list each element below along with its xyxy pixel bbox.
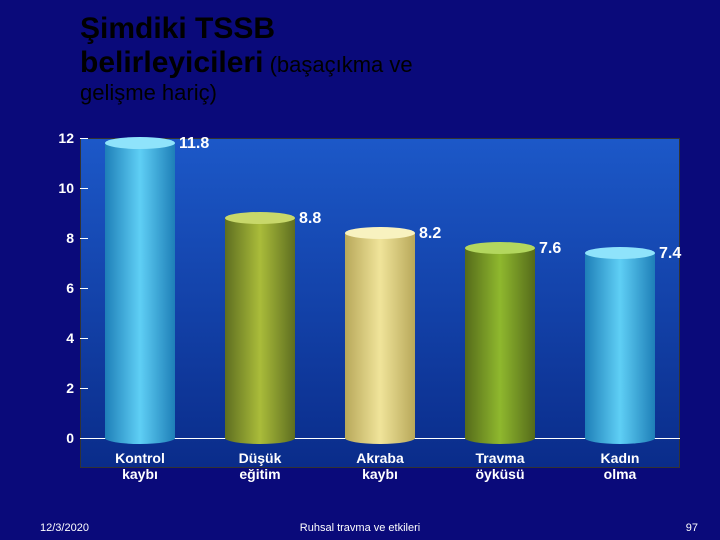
bar-value-label: 8.8 [299,210,321,228]
bar: 11.8 [105,138,175,438]
bar-bottom-ellipse [585,432,655,444]
bar: 8.8 [225,138,295,438]
bar-value-label: 11.8 [179,135,209,153]
slide-footer: 12/3/2020 Ruhsal travma ve etkileri 97 [0,514,720,534]
footer-date: 12/3/2020 [40,522,89,534]
bar-body [465,248,535,438]
y-tick-label: 0 [66,430,74,446]
title-bold: belirleyicileri [80,46,263,79]
footer-caption: Ruhsal travma ve etkileri [300,522,420,534]
bar-bottom-ellipse [225,432,295,444]
category-label: Travmaöyküsü [440,450,560,482]
y-axis: 024681012 [46,138,80,438]
title-line-1: Şimdiki TSSB [80,12,680,46]
chart-plot: 11.8 8.8 8.2 7.6 7.4 [80,138,680,438]
category-label: Kontrolkaybı [80,450,200,482]
bar-body [345,233,415,438]
y-tick-label: 6 [66,280,74,296]
y-tick-label: 4 [66,330,74,346]
bar-top-ellipse [345,227,415,239]
bar-top-ellipse [585,247,655,259]
y-tick-label: 8 [66,230,74,246]
bar-top-ellipse [465,242,535,254]
y-tick-label: 10 [58,180,74,196]
category-label: Kadınolma [560,450,680,482]
bar-bottom-ellipse [105,432,175,444]
bar-value-label: 8.2 [419,225,441,243]
bar-top-ellipse [225,212,295,224]
bar-body [105,143,175,438]
y-tick-label: 12 [58,130,74,146]
footer-page-number: 97 [686,522,698,534]
bar: 7.6 [465,138,535,438]
bar-top-ellipse [105,137,175,149]
bar-value-label: 7.4 [659,245,681,263]
title-line-2: belirleyicileri (başaçıkma ve [80,46,680,80]
bar-body [585,253,655,438]
title-line-3: gelişme hariç) [80,80,680,106]
bar-value-label: 7.6 [539,240,561,258]
bar: 8.2 [345,138,415,438]
slide-title: Şimdiki TSSB belirleyicileri (başaçıkma … [80,12,680,106]
bar-body [225,218,295,438]
bar-bottom-ellipse [465,432,535,444]
category-label: Düşükeğitim [200,450,320,482]
title-sub: (başaçıkma ve [263,52,412,77]
bar-bottom-ellipse [345,432,415,444]
y-tick-label: 2 [66,380,74,396]
category-label: Akrabakaybı [320,450,440,482]
bar: 7.4 [585,138,655,438]
